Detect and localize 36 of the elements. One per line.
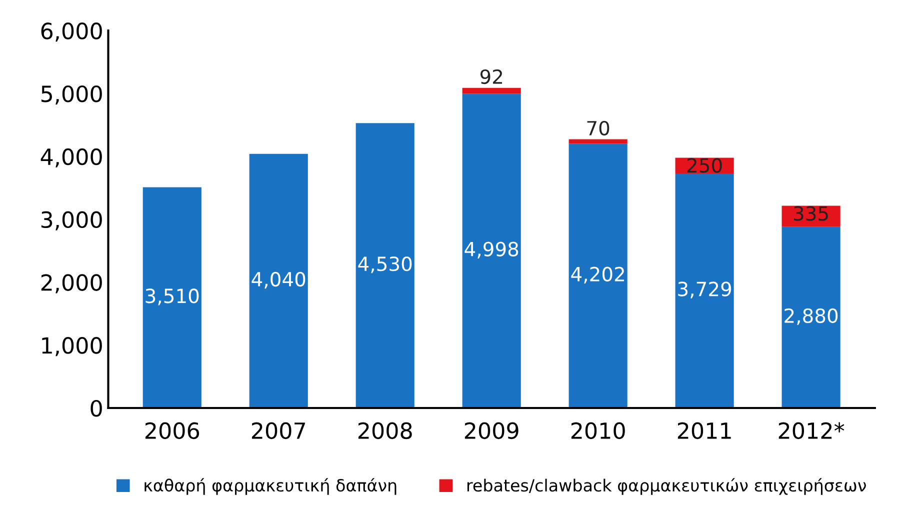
data-label: 3,510 — [146, 288, 199, 306]
data-label: 4,040 — [252, 272, 306, 289]
bar — [356, 123, 414, 408]
data-label: 335 — [794, 206, 828, 221]
data-label: 4,530 — [358, 256, 412, 274]
bar — [462, 94, 521, 408]
data-label: 250 — [687, 158, 722, 173]
bar — [568, 139, 628, 144]
bar — [782, 226, 840, 408]
y-tick-label: 0 — [90, 400, 102, 417]
bar — [568, 144, 628, 408]
bar — [462, 88, 521, 94]
x-tick-label: 2008 — [358, 422, 412, 440]
y-tick-label: 2,000 — [41, 274, 102, 294]
y-tick-label: 6,000 — [41, 22, 102, 42]
x-tick-label: 2007 — [252, 422, 305, 440]
legend-label: rebates/clawback φαρμακευτικών επιχειρήσεων — [467, 478, 866, 495]
bar — [675, 173, 734, 408]
data-label: 4,202 — [571, 266, 624, 284]
x-tick-label: 2010 — [571, 422, 625, 440]
data-label: 92 — [480, 69, 502, 84]
data-label: 70 — [587, 120, 610, 136]
x-tick-label: 2009 — [464, 422, 518, 440]
data-label: 2,880 — [784, 308, 838, 326]
x-tick-label: 2006 — [145, 422, 200, 440]
bar — [142, 187, 202, 408]
data-label: 4,998 — [464, 242, 518, 258]
y-tick-label: 5,000 — [41, 85, 102, 105]
y-tick-label: 4,000 — [40, 148, 102, 168]
x-tick-label: 2011 — [678, 422, 731, 440]
bar — [249, 154, 308, 408]
y-tick-label: 3,000 — [41, 211, 102, 230]
legend-label: καθαρή φαρμακευτική δαπάνη — [144, 478, 396, 495]
data-label: 3,729 — [678, 282, 732, 298]
x-tick-label: 2012* — [778, 422, 844, 440]
y-tick-label: 1,000 — [42, 337, 102, 356]
